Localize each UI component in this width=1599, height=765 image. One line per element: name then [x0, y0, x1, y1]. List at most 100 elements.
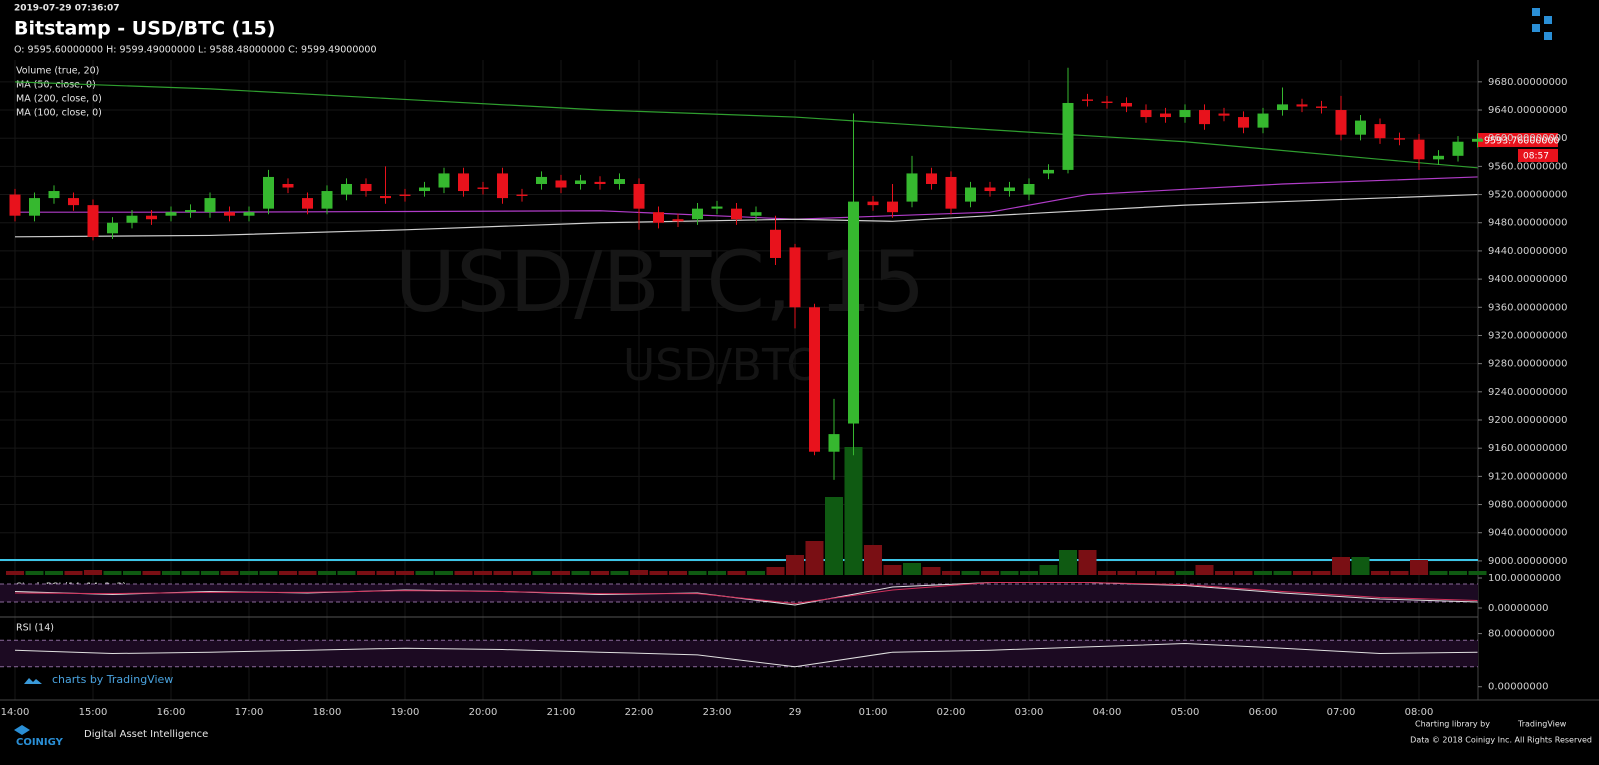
volume-bar	[1059, 550, 1077, 575]
indicator-label: MA (100, close, 0)	[16, 108, 102, 119]
candle-body	[204, 198, 216, 213]
volume-bar	[201, 571, 219, 575]
x-tick-label: 29	[789, 707, 802, 718]
candle-body	[341, 183, 352, 195]
volume-bar	[571, 571, 590, 575]
ma-line	[14, 193, 1478, 238]
volume-bar	[1429, 571, 1448, 575]
volume-bar	[298, 571, 317, 575]
chart-title: Bitstamp - USD/BTC (15)	[14, 18, 275, 40]
countdown: 08:57	[1523, 152, 1549, 162]
candle-body	[9, 194, 21, 216]
timestamp: 2019-07-29 07:36:07	[14, 4, 119, 14]
y-tick-label: 9000.00000000	[1488, 556, 1568, 567]
volume-bar	[786, 555, 804, 575]
volume-bar	[727, 571, 746, 575]
candle-body	[594, 181, 606, 184]
candle-body	[906, 173, 918, 202]
stoch-line	[14, 582, 1478, 605]
volume-bar	[1215, 571, 1233, 575]
x-tick-label: 17:00	[235, 707, 264, 718]
candle-body	[516, 194, 528, 196]
volume-bar	[259, 571, 278, 575]
rsi-line	[14, 643, 1478, 668]
volume-bar	[84, 570, 102, 575]
volume-bar	[1098, 571, 1116, 575]
x-tick-label: 20:00	[469, 707, 498, 718]
candle-body	[224, 212, 235, 216]
y-tick-label: 9600.00000000	[1488, 133, 1568, 144]
volume-bar	[610, 571, 629, 575]
candle-body	[848, 201, 859, 424]
volume-bar	[376, 571, 395, 575]
volume-bar	[1332, 557, 1350, 575]
y-tick-label: 9120.00000000	[1488, 471, 1568, 482]
candle-body	[555, 180, 567, 188]
y-tick-label: 9400.00000000	[1488, 274, 1568, 285]
volume-bar	[162, 571, 180, 575]
countdown-badge	[1518, 149, 1558, 162]
footer-library: Charting library by	[1415, 720, 1490, 729]
volume-bar	[142, 571, 161, 575]
volume-bar	[922, 567, 941, 575]
volume-bar	[630, 570, 648, 575]
candle-body	[1413, 139, 1425, 160]
band-fill	[0, 584, 1478, 602]
candle-body	[1472, 138, 1483, 142]
candle-body	[29, 198, 40, 216]
candle-body	[672, 219, 684, 222]
candle-body	[1277, 104, 1288, 111]
volume-bar	[805, 541, 824, 575]
y-tick-label: 9560.00000000	[1488, 161, 1568, 172]
x-tick-label: 15:00	[79, 707, 108, 718]
candle-body	[1199, 110, 1210, 125]
candle-body	[1433, 155, 1444, 160]
volume-bar	[103, 571, 122, 575]
volume-bar	[474, 571, 492, 575]
volume-bar	[415, 571, 434, 575]
candle-body	[1238, 117, 1249, 128]
y-tick-label: 9440.00000000	[1488, 246, 1568, 257]
candle-body	[380, 195, 391, 199]
volume-bar	[825, 497, 843, 575]
candle-body	[789, 247, 801, 308]
volume-bar	[883, 565, 902, 575]
volume-bar	[6, 571, 24, 575]
x-tick-label: 08:00	[1405, 707, 1434, 718]
indicator-label: MA (50, close, 0)	[16, 80, 96, 91]
candle-body	[399, 194, 411, 196]
candle-body	[438, 173, 450, 188]
volume-bar	[454, 571, 473, 575]
candle-body	[711, 206, 723, 209]
candle-body	[165, 212, 177, 216]
candle-body	[1101, 101, 1113, 103]
volume-bar	[357, 571, 375, 575]
candle-body	[575, 180, 586, 184]
candle-body	[1257, 113, 1269, 128]
candle-body	[1296, 104, 1308, 107]
volume-bar	[669, 571, 687, 575]
candle-body	[1394, 138, 1405, 140]
volume-bar	[532, 571, 551, 575]
volume-bar	[1195, 565, 1214, 575]
candle-body	[1043, 169, 1054, 174]
volume-bar	[552, 571, 570, 575]
candle-body	[1062, 102, 1074, 170]
y-tick-label: 80.00000000	[1488, 629, 1555, 640]
candle-body	[458, 173, 469, 192]
volume-bar	[1371, 571, 1389, 575]
candle-body	[867, 201, 879, 206]
footer-copyright: Data © 2018 Coinigy Inc. All Rights Rese…	[1410, 736, 1592, 745]
candle-body	[1452, 141, 1464, 156]
x-tick-label: 07:00	[1327, 707, 1356, 718]
volume-bar	[1156, 571, 1175, 575]
y-tick-label: 9200.00000000	[1488, 415, 1568, 426]
y-tick-label: 9240.00000000	[1488, 387, 1568, 398]
x-tick-label: 23:00	[703, 707, 732, 718]
candle-body	[1121, 102, 1132, 107]
candle-body	[477, 187, 489, 189]
candle-body	[633, 183, 645, 209]
x-tick-label: 01:00	[859, 707, 888, 718]
y-tick-label: 9320.00000000	[1488, 330, 1568, 341]
volume-bar	[1351, 557, 1370, 575]
